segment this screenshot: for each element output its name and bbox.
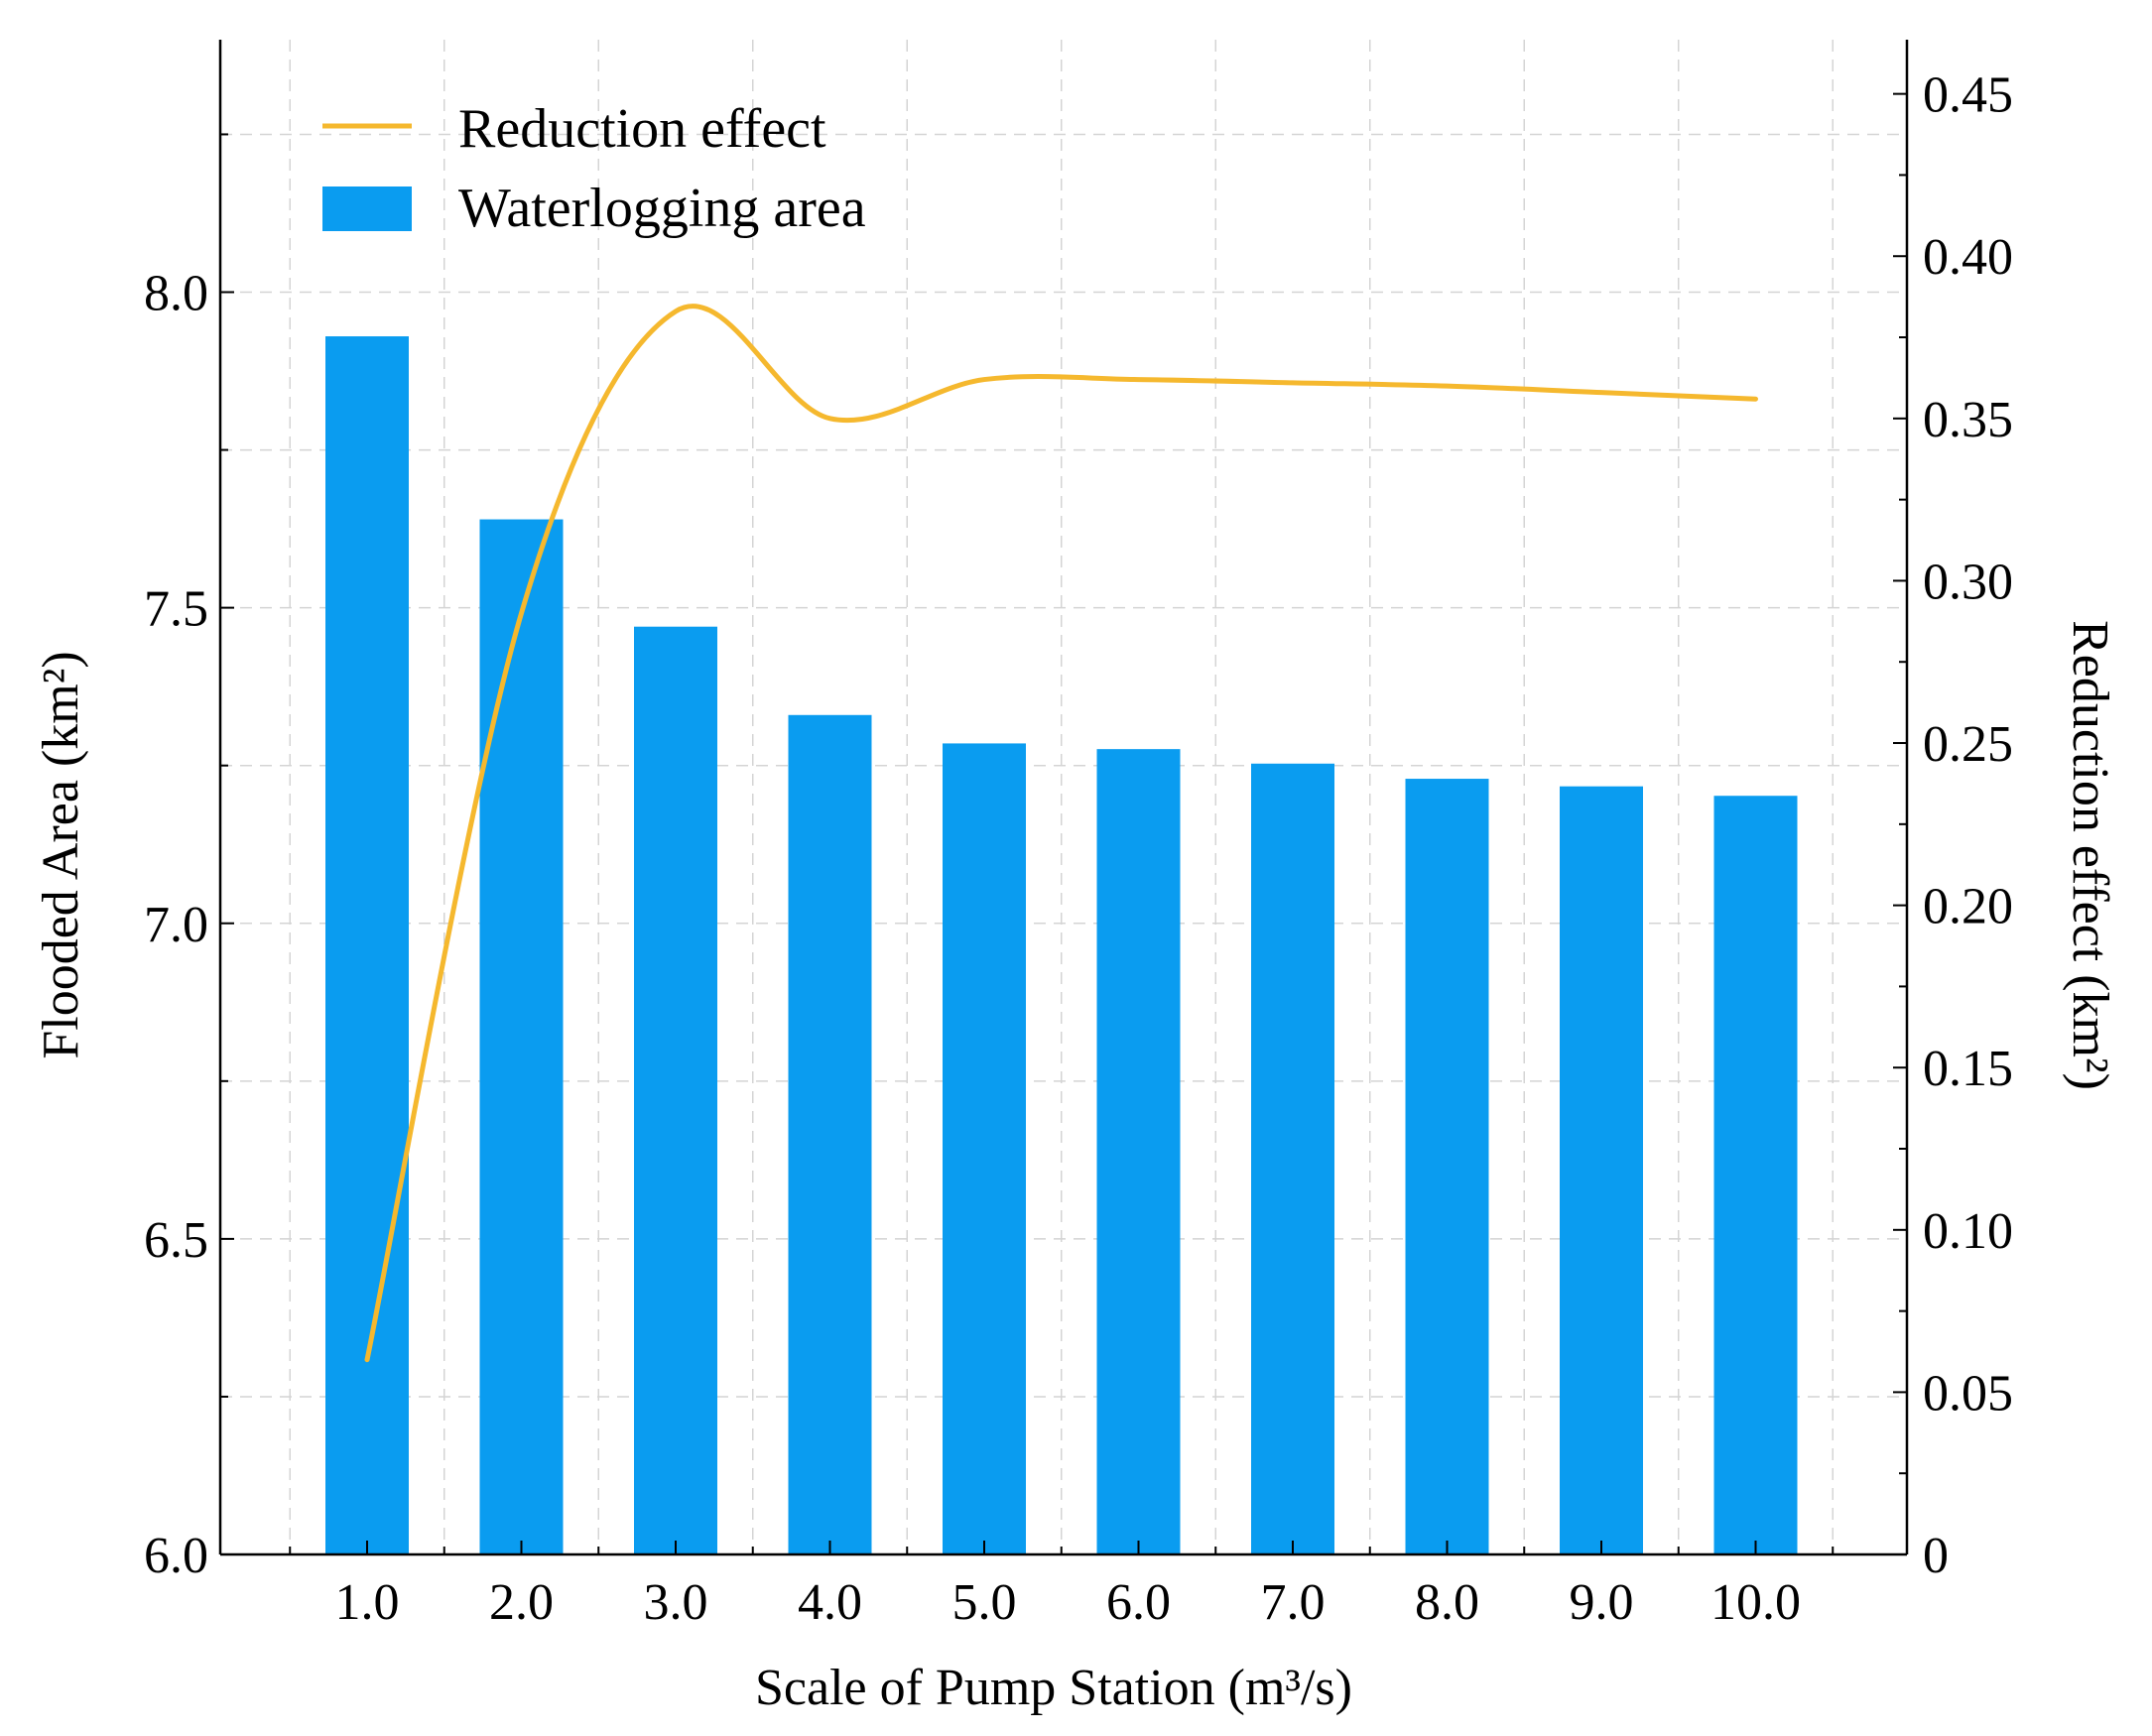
- y2-tick-label: 0: [1923, 1528, 1949, 1584]
- x-tick-label: 5.0: [952, 1574, 1017, 1631]
- bar-waterlogging-area: [479, 519, 564, 1554]
- bar-waterlogging-area: [1560, 786, 1643, 1554]
- y-tick-label: 7.5: [144, 581, 208, 638]
- x-tick-label: 7.0: [1261, 1574, 1326, 1631]
- line-reduction-effect: [364, 304, 1758, 1363]
- bar-waterlogging-area: [1405, 779, 1489, 1554]
- y2-tick-label: 0.35: [1923, 392, 2013, 448]
- x-tick-label: 3.0: [644, 1574, 708, 1631]
- y2-tick-label: 0.20: [1923, 879, 2013, 935]
- bar-waterlogging-area: [1713, 796, 1798, 1554]
- bar-waterlogging-area: [788, 714, 872, 1554]
- y-tick-label: 7.0: [144, 897, 208, 953]
- y2-axis-label: Reduction effect (km²): [2062, 620, 2118, 1090]
- bar-waterlogging-area: [943, 743, 1026, 1554]
- x-axis-label: Scale of Pump Station (m³/s): [755, 1660, 1352, 1716]
- legend: Reduction effect Waterlogging area: [322, 98, 866, 239]
- x-tick-label: 4.0: [798, 1574, 862, 1631]
- y-axis-label: Flooded Area (km²): [33, 651, 89, 1058]
- bar-waterlogging-area: [325, 336, 409, 1555]
- y2-tick-label: 0.15: [1923, 1041, 2013, 1097]
- y-tick-label: 8.0: [144, 266, 208, 322]
- x-tick-label: 1.0: [335, 1574, 400, 1631]
- y2-tick-label: 0.10: [1923, 1203, 2013, 1260]
- axes: 6.0 6.5 7.0 7.5 8.0 0 0.05 0.10 0.15 0.20 0.25 0.30…: [144, 40, 2013, 1631]
- y2-tick-label: 0.25: [1923, 716, 2013, 773]
- legend-label-reduction-effect: Reduction effect: [458, 98, 826, 160]
- x-tick-label: 2.0: [489, 1574, 554, 1631]
- bar-waterlogging-area: [1251, 763, 1334, 1554]
- bar-waterlogging-area: [634, 626, 717, 1554]
- y2-tick-label: 0.05: [1923, 1365, 2013, 1422]
- x-tick-label: 9.0: [1570, 1574, 1634, 1631]
- grid-lines: [220, 40, 1907, 1554]
- bar-waterlogging-area: [1096, 749, 1181, 1554]
- bars-waterlogging-area: [325, 336, 1798, 1555]
- x-tick-label: 10.0: [1710, 1574, 1801, 1631]
- y2-tick-label: 0.40: [1923, 229, 2013, 286]
- y-tick-label: 6.0: [144, 1528, 208, 1584]
- legend-swatch-waterlogging-area: [322, 186, 412, 231]
- line-path-reduction-effect: [364, 304, 1758, 1363]
- x-tick-label: 8.0: [1415, 1574, 1479, 1631]
- y2-tick-label: 0.30: [1923, 554, 2013, 610]
- legend-label-waterlogging-area: Waterlogging area: [458, 178, 866, 239]
- x-tick-label: 6.0: [1106, 1574, 1171, 1631]
- y2-tick-label: 0.45: [1923, 67, 2013, 124]
- y-tick-label: 6.5: [144, 1212, 208, 1269]
